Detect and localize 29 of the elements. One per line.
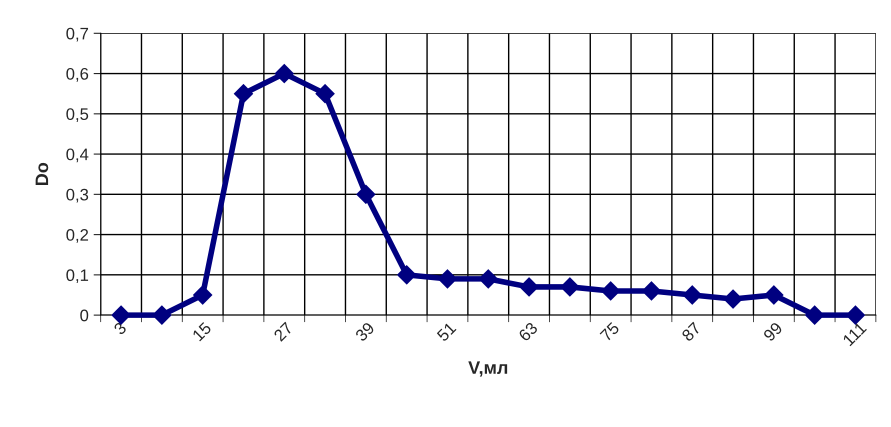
y-tick-label: 0,7 bbox=[66, 28, 88, 42]
y-tick-label: 0,4 bbox=[66, 148, 88, 162]
x-tick-label: 99 bbox=[762, 322, 784, 342]
x-tick-label: 75 bbox=[600, 322, 620, 342]
y-tick-label: 0,6 bbox=[66, 68, 88, 82]
point bbox=[764, 285, 784, 305]
point bbox=[274, 64, 294, 84]
x-axis-title: V,мл bbox=[468, 361, 508, 377]
y-tick-label: 0,1 bbox=[66, 269, 88, 284]
x-tick-label: 3 bbox=[113, 322, 128, 336]
point bbox=[316, 84, 335, 104]
point bbox=[724, 289, 743, 309]
x-tick-label: 63 bbox=[518, 322, 538, 342]
y-tick-label: 0 bbox=[80, 310, 88, 322]
y-tick-label: 0,5 bbox=[66, 108, 88, 122]
point bbox=[397, 265, 416, 284]
x-tick-label: 27 bbox=[273, 322, 294, 342]
y-tick-label: 0,3 bbox=[66, 188, 88, 203]
point bbox=[356, 184, 376, 204]
point bbox=[682, 285, 702, 305]
x-tick-label: 39 bbox=[354, 322, 376, 342]
x-tick-label: 51 bbox=[436, 322, 457, 342]
x-tick-label: 111 bbox=[842, 322, 867, 346]
x-tick-label: 87 bbox=[681, 322, 702, 342]
y-tick-label: 0,2 bbox=[66, 229, 88, 243]
y-axis-title: Do bbox=[36, 162, 48, 186]
x-tick-label: 15 bbox=[192, 322, 212, 342]
point bbox=[193, 285, 212, 305]
point bbox=[234, 84, 254, 104]
